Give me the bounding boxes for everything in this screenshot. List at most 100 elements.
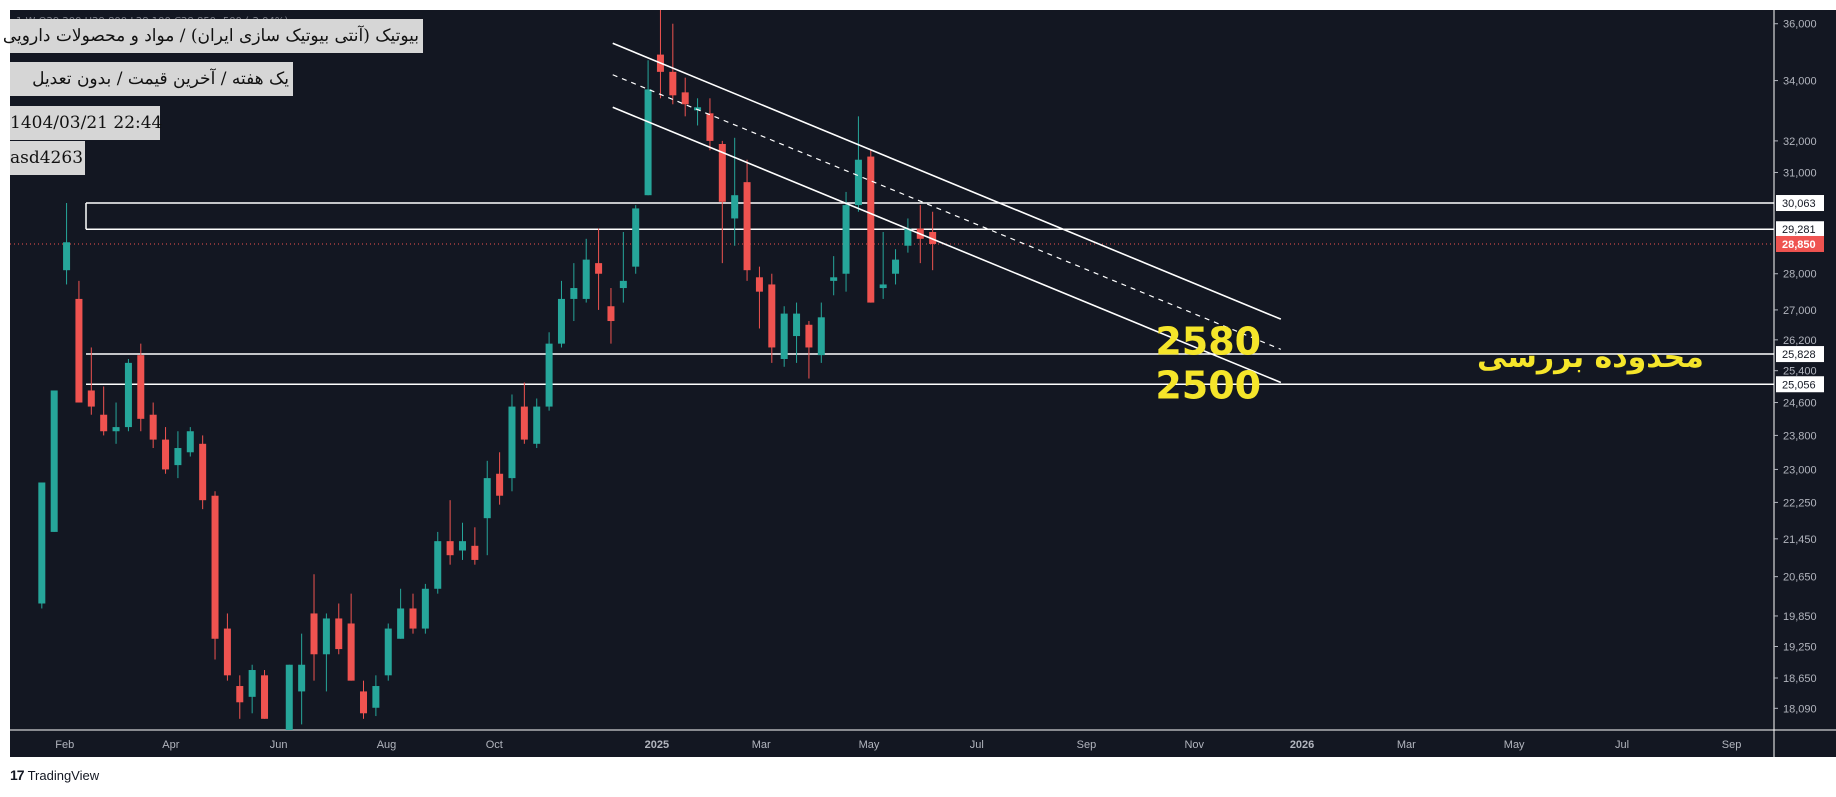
price-tick-label: 23,000 bbox=[1783, 464, 1817, 476]
candle-body bbox=[63, 242, 71, 271]
current-price-badge bbox=[1776, 235, 1824, 252]
candle-body bbox=[545, 343, 553, 407]
candle bbox=[669, 23, 677, 105]
candle-body bbox=[644, 89, 652, 196]
trend-line-channel-lower bbox=[612, 106, 1282, 384]
candle-body bbox=[409, 608, 417, 629]
candle-body bbox=[236, 686, 244, 703]
candle-body bbox=[223, 628, 231, 676]
candle bbox=[533, 398, 541, 449]
annotation-review-zone: محدوده بررسی bbox=[1477, 340, 1704, 375]
candle-body bbox=[149, 414, 157, 440]
candle-body bbox=[619, 280, 627, 289]
candle-body bbox=[793, 313, 801, 337]
candle bbox=[632, 205, 640, 274]
annotation-2580: 2580 bbox=[1155, 319, 1261, 363]
symbol-title: بیوتیک (آنتی بیوتیک سازی ایران) / مواد و… bbox=[3, 19, 423, 53]
candle bbox=[607, 288, 615, 344]
price-tick-label: 24,600 bbox=[1783, 398, 1817, 410]
candle-body bbox=[347, 623, 355, 681]
candle bbox=[817, 302, 825, 363]
time-tick-label: Jul bbox=[970, 739, 984, 751]
price-tick-label: 31,000 bbox=[1783, 167, 1817, 179]
candle-body bbox=[112, 427, 120, 432]
candle-body bbox=[434, 541, 442, 589]
candle bbox=[619, 231, 627, 303]
candle bbox=[310, 574, 318, 681]
candle-body bbox=[285, 664, 293, 730]
candle-body bbox=[817, 317, 825, 356]
candle bbox=[755, 266, 763, 329]
candle-body bbox=[533, 406, 541, 444]
tradingview-logo-text: TradingView bbox=[27, 767, 100, 783]
candle-body bbox=[570, 288, 578, 299]
tradingview-logo[interactable]: 17 TradingView bbox=[10, 767, 99, 783]
candle-body bbox=[335, 618, 343, 650]
candle bbox=[372, 675, 380, 717]
candle bbox=[768, 273, 776, 363]
author-username: asd4263 bbox=[10, 141, 85, 175]
candle bbox=[149, 402, 157, 449]
candle bbox=[199, 435, 207, 510]
candle-body bbox=[397, 608, 405, 639]
candle-body bbox=[904, 228, 912, 246]
time-tick-label: Aug bbox=[377, 739, 397, 751]
candle-body bbox=[446, 541, 454, 556]
time-tick-label: Sep bbox=[1077, 739, 1097, 751]
candle-body bbox=[854, 159, 862, 206]
candle bbox=[63, 203, 71, 285]
candle-body bbox=[780, 313, 788, 360]
candle bbox=[384, 623, 392, 681]
candle-body bbox=[929, 231, 937, 244]
candle-body bbox=[755, 277, 763, 292]
price-tick-label: 26,200 bbox=[1783, 335, 1817, 347]
candle bbox=[446, 500, 454, 565]
candle bbox=[780, 306, 788, 367]
candle-body bbox=[186, 431, 194, 453]
price-level-badge bbox=[1776, 221, 1824, 238]
candle-body bbox=[681, 92, 689, 105]
price-level-badge-label: 29,281 bbox=[1782, 224, 1816, 236]
candle bbox=[496, 452, 504, 505]
price-tick-label: 18,650 bbox=[1783, 673, 1817, 685]
candle-body bbox=[50, 390, 58, 532]
candle-body bbox=[310, 613, 318, 655]
candle bbox=[731, 137, 739, 246]
candle-body bbox=[38, 482, 46, 604]
candle-body bbox=[87, 390, 95, 407]
time-tick-label: 2025 bbox=[645, 739, 669, 751]
time-tick-label: Jun bbox=[270, 739, 288, 751]
snapshot-datetime: 1404/03/21 22:44 bbox=[10, 106, 162, 140]
candle bbox=[458, 522, 466, 560]
time-tick-label: Mar bbox=[1397, 739, 1416, 751]
annotation-2500: 2500 bbox=[1155, 363, 1261, 407]
candle bbox=[743, 159, 751, 281]
candle-body bbox=[471, 545, 479, 560]
price-tick-label: 19,250 bbox=[1783, 641, 1817, 653]
candle bbox=[285, 664, 293, 730]
candle-body bbox=[595, 263, 603, 274]
price-level-badge-label: 25,828 bbox=[1782, 349, 1816, 361]
candle-body bbox=[458, 541, 466, 551]
candle-body bbox=[483, 478, 491, 519]
time-tick-label: 2026 bbox=[1290, 739, 1314, 751]
candle bbox=[644, 60, 652, 196]
candle bbox=[557, 280, 565, 348]
price-tick-label: 22,250 bbox=[1783, 497, 1817, 509]
candle-body bbox=[520, 406, 528, 440]
candle bbox=[223, 613, 231, 681]
price-tick-label: 23,800 bbox=[1783, 430, 1817, 442]
current-price-label: 28,850 bbox=[1782, 239, 1816, 251]
candle-body bbox=[360, 691, 368, 714]
price-tick-label: 32,000 bbox=[1783, 136, 1817, 148]
time-tick-label: Nov bbox=[1184, 739, 1204, 751]
candle bbox=[298, 633, 306, 725]
candle bbox=[904, 218, 912, 253]
time-tick-label: Feb bbox=[55, 739, 74, 751]
time-tick-label: Sep bbox=[1722, 739, 1742, 751]
candle bbox=[211, 491, 219, 660]
candle-body bbox=[248, 670, 256, 697]
candle bbox=[805, 321, 813, 379]
